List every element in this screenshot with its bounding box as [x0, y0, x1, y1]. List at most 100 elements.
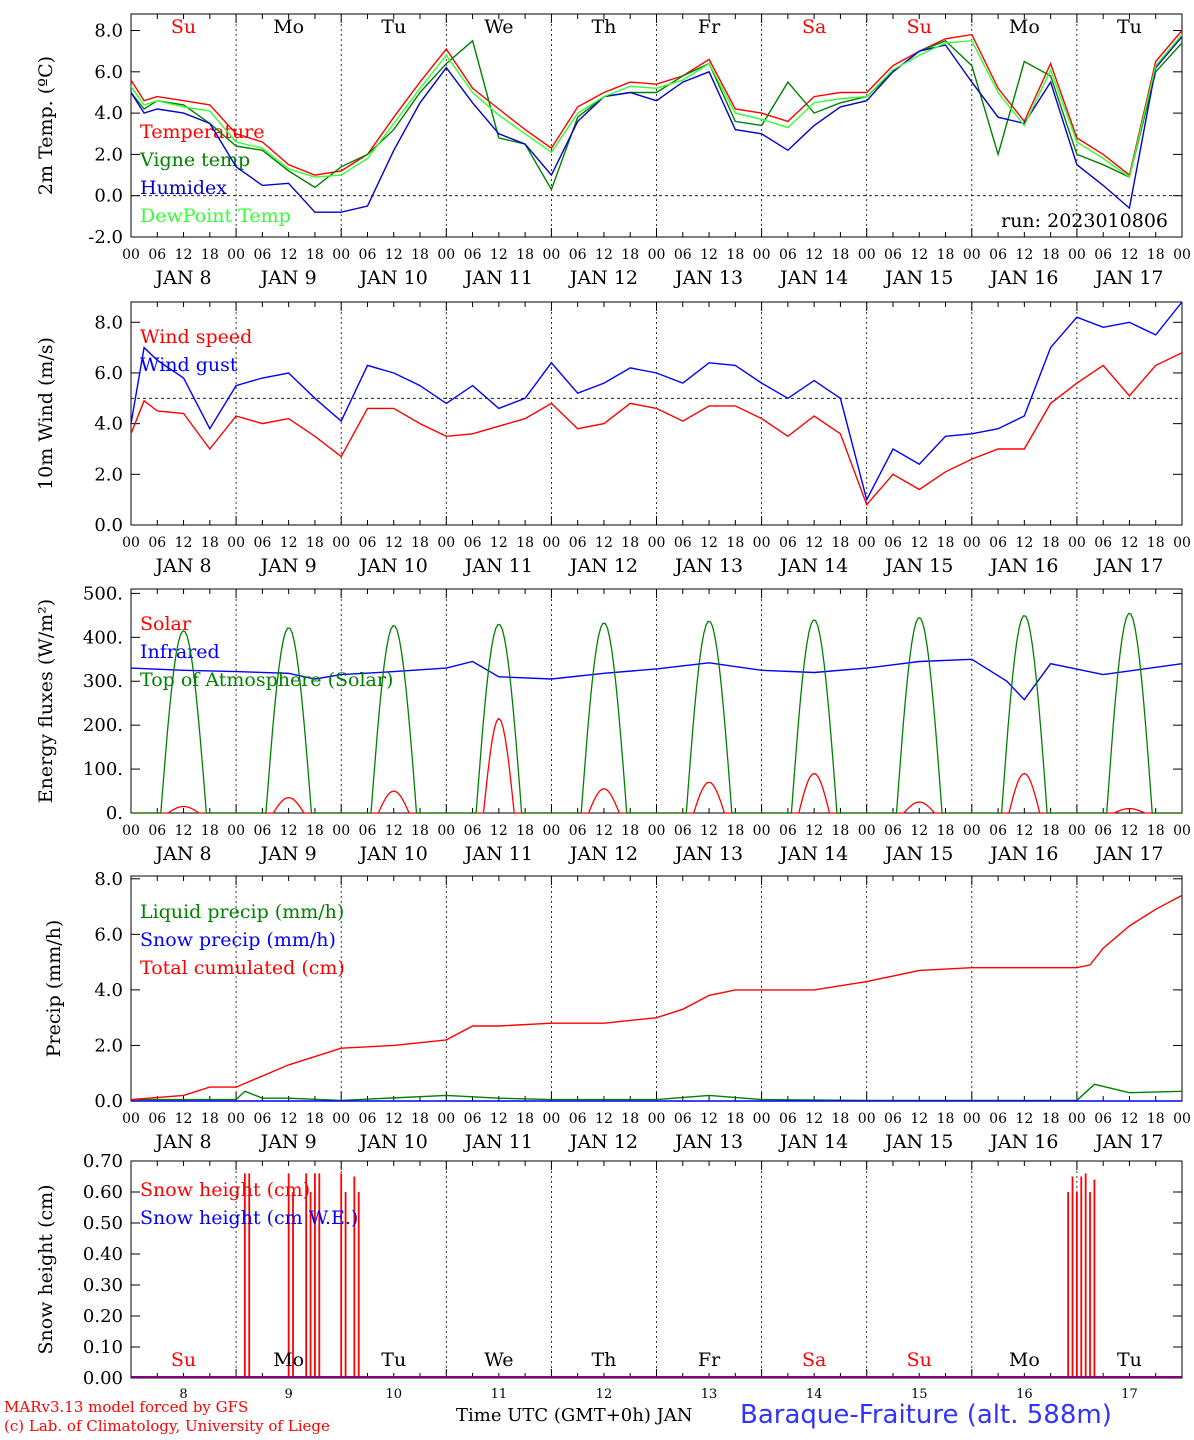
y-tick-label: 2.0 [94, 1035, 123, 1056]
day-label: Tu [381, 1349, 406, 1371]
y-tick-label: 0.0 [94, 186, 123, 207]
hour-tick-label: 12 [805, 247, 823, 263]
panel-4: 0.0 2.0 4.0 6.0 8.0 Precip (mm/h) 00 06 12 18 00 06… [43, 869, 1191, 1153]
hour-tick-label: 18 [1147, 823, 1165, 839]
y-tick-label: 100. [83, 759, 123, 780]
hour-tick-label: 12 [700, 535, 718, 551]
hour-tick-label: 12 [1121, 1111, 1139, 1127]
hour-tick-label: 00 [858, 535, 876, 551]
date-label: JAN 14 [778, 843, 848, 865]
hour-tick-label: 12 [805, 823, 823, 839]
hour-tick-label: 06 [989, 247, 1007, 263]
panel-2: 0.0 2.0 4.0 6.0 8.0 10m Wind (m/s) 00 06 12 18 00 0… [35, 301, 1191, 577]
hour-tick-label: 06 [674, 1111, 692, 1127]
legend-entry: Snow precip (mm/h) [140, 929, 336, 951]
date-label: JAN 8 [154, 267, 212, 289]
hour-tick-label: 12 [910, 823, 928, 839]
hour-tick-label: 18 [726, 1111, 744, 1127]
day-number: 13 [701, 1387, 718, 1402]
date-label: JAN 8 [154, 843, 212, 865]
date-label: JAN 17 [1093, 555, 1163, 577]
date-label: JAN 15 [883, 843, 953, 865]
hour-tick-label: 06 [464, 823, 482, 839]
hour-tick-label: 18 [937, 247, 955, 263]
hour-tick-label: 18 [1147, 247, 1165, 263]
hour-tick-label: 18 [621, 1111, 639, 1127]
y-tick-label: 8.0 [94, 21, 123, 42]
hour-tick-label: 18 [306, 247, 324, 263]
hour-tick-label: 00 [648, 535, 666, 551]
hour-tick-label: 00 [648, 823, 666, 839]
hour-tick-label: 18 [832, 535, 850, 551]
hour-tick-label: 00 [648, 1111, 666, 1127]
hour-tick-label: 12 [1015, 535, 1033, 551]
day-label: Th [591, 1349, 616, 1371]
hour-tick-label: 00 [1173, 823, 1191, 839]
day-label: Mo [273, 16, 304, 38]
hour-tick-label: 18 [726, 535, 744, 551]
hour-tick-label: 18 [306, 823, 324, 839]
series-dewpoint-temp [130, 34, 1183, 179]
y-tick-label: 0.10 [83, 1337, 123, 1358]
hour-tick-label: 06 [464, 1111, 482, 1127]
date-label: JAN 12 [568, 1131, 638, 1153]
hour-tick-label: 06 [989, 1111, 1007, 1127]
y-tick-label: 8.0 [94, 312, 123, 333]
hour-tick-label: 12 [490, 247, 508, 263]
hour-tick-label: 06 [779, 247, 797, 263]
date-label: JAN 17 [1093, 267, 1163, 289]
hour-tick-label: 06 [989, 823, 1007, 839]
hour-tick-label: 12 [700, 823, 718, 839]
hour-tick-label: 18 [832, 823, 850, 839]
day-number: 15 [911, 1387, 928, 1402]
y-axis-label: Precip (mm/h) [43, 920, 65, 1058]
date-label: JAN 16 [988, 1131, 1058, 1153]
hour-tick-label: 12 [700, 1111, 718, 1127]
hour-tick-label: 06 [464, 247, 482, 263]
hour-tick-label: 00 [963, 823, 981, 839]
y-tick-label: 6.0 [94, 62, 123, 83]
hour-tick-label: 00 [1068, 1111, 1086, 1127]
date-label: JAN 11 [463, 843, 533, 865]
y-tick-label: 6.0 [94, 363, 123, 384]
y-tick-label: 2.0 [94, 144, 123, 165]
y-tick-label: 0.70 [83, 1151, 123, 1172]
hour-tick-label: 12 [595, 535, 613, 551]
y-tick-label: 0.0 [94, 515, 123, 536]
hour-tick-label: 00 [648, 247, 666, 263]
date-label: JAN 16 [988, 843, 1058, 865]
date-label: JAN 12 [568, 267, 638, 289]
day-label: Mo [1009, 16, 1040, 38]
day-label: Tu [1117, 16, 1142, 38]
hour-tick-label: 00 [753, 247, 771, 263]
day-number: 17 [1121, 1387, 1138, 1402]
hour-tick-label: 00 [753, 1111, 771, 1127]
time-axis-label: Time UTC (GMT+0h) JAN [456, 1405, 693, 1426]
hour-tick-label: 00 [227, 823, 245, 839]
hour-tick-label: 00 [1068, 535, 1086, 551]
date-label: JAN 9 [259, 555, 317, 577]
hour-tick-label: 06 [253, 1111, 271, 1127]
hour-tick-label: 12 [910, 535, 928, 551]
footer-credits: MARv3.13 model forced by GFS (c) Lab. of… [4, 1398, 330, 1436]
day-label: We [484, 1349, 513, 1371]
y-axis-label: Energy fluxes (W/m²) [35, 599, 57, 803]
day-label: Mo [1009, 1349, 1040, 1371]
legend-entry: Infrared [140, 641, 220, 663]
y-tick-label: 0. [106, 803, 123, 824]
hour-tick-label: 06 [674, 823, 692, 839]
hour-tick-label: 12 [175, 247, 193, 263]
hour-tick-label: 06 [1094, 247, 1112, 263]
hour-tick-label: 12 [1121, 535, 1139, 551]
y-tick-label: 200. [83, 715, 123, 736]
day-label: Su [907, 1349, 932, 1371]
legend-entry: Temperature [140, 121, 264, 143]
hour-tick-label: 18 [726, 823, 744, 839]
y-tick-label: 6.0 [94, 924, 123, 945]
day-number: 16 [1016, 1387, 1033, 1402]
y-tick-label: 0.30 [83, 1275, 123, 1296]
hour-tick-label: 00 [1068, 823, 1086, 839]
hour-tick-label: 18 [937, 535, 955, 551]
hour-tick-label: 00 [1068, 247, 1086, 263]
date-label: JAN 9 [259, 1131, 317, 1153]
